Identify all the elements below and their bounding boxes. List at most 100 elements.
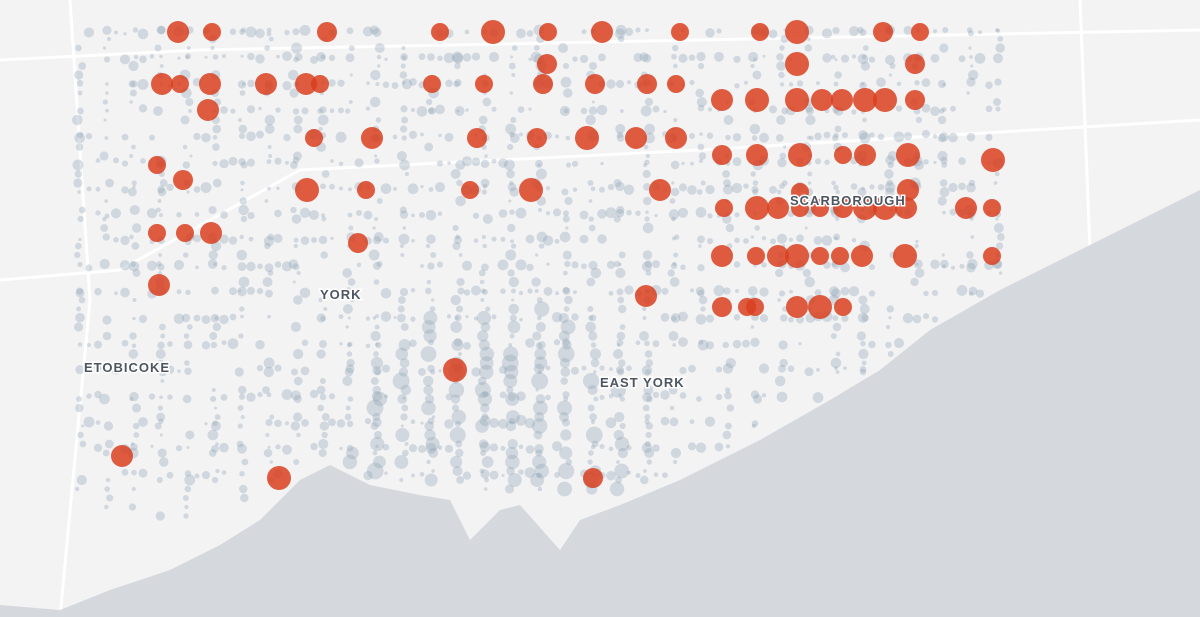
dot: [74, 132, 85, 144]
dot: [292, 108, 300, 115]
dot: [320, 183, 326, 190]
dot: [835, 189, 840, 195]
dot: [266, 159, 272, 165]
dot: [508, 343, 513, 347]
dot: [398, 339, 411, 351]
dot: [484, 477, 489, 483]
dot: [535, 321, 546, 333]
dot: [290, 390, 302, 401]
dot: [370, 436, 385, 452]
dot: [552, 208, 562, 217]
dot: [300, 236, 310, 245]
dot: [320, 54, 326, 60]
dot: [590, 419, 596, 425]
dot: [859, 365, 867, 373]
dot: [214, 414, 221, 420]
dot: [933, 160, 937, 165]
dot: [129, 332, 137, 340]
highlight-dot: [751, 23, 769, 41]
highlight-dot: [905, 54, 925, 74]
highlight-dot: [791, 183, 809, 201]
dot: [293, 412, 303, 422]
dot: [227, 338, 239, 350]
dot: [140, 158, 146, 164]
dot: [532, 454, 547, 470]
dot: [112, 157, 120, 164]
dot: [345, 405, 351, 411]
highlight-dot: [746, 144, 768, 166]
dot: [887, 351, 894, 357]
dot: [291, 214, 302, 224]
dot: [645, 369, 651, 375]
dot: [374, 431, 383, 439]
dot: [833, 81, 839, 87]
highlight-dot: [897, 179, 919, 201]
dot: [131, 469, 137, 476]
dot: [615, 79, 625, 89]
dot: [671, 181, 675, 185]
dot: [652, 444, 660, 452]
dot: [264, 199, 269, 203]
dot: [751, 423, 756, 429]
dot: [689, 288, 695, 293]
dot: [804, 226, 808, 230]
dot: [239, 484, 248, 494]
highlight-dot: [833, 198, 853, 218]
dot: [473, 316, 479, 321]
dot: [186, 190, 190, 194]
dot: [614, 411, 625, 423]
dot: [263, 236, 275, 247]
dot: [645, 431, 652, 439]
dot: [246, 392, 256, 402]
dot: [884, 169, 894, 179]
dot: [689, 79, 695, 86]
dot: [588, 224, 596, 232]
dot: [822, 53, 832, 63]
dot: [491, 158, 497, 164]
dot: [408, 444, 418, 453]
dot: [734, 237, 740, 244]
dot: [455, 160, 466, 170]
dot: [435, 104, 445, 115]
dot: [481, 189, 487, 195]
dot: [255, 340, 265, 350]
dot: [427, 53, 435, 61]
dot: [159, 54, 163, 59]
dot: [609, 367, 613, 371]
dot: [476, 310, 492, 326]
dot: [613, 178, 622, 188]
dot: [131, 242, 140, 250]
dot: [228, 156, 238, 166]
dot: [207, 429, 219, 441]
dot: [282, 80, 292, 91]
place-label: SCARBOROUGH: [790, 193, 906, 208]
dot: [374, 158, 380, 164]
dot: [507, 269, 515, 277]
dot: [802, 268, 811, 278]
dot: [624, 285, 634, 295]
dot: [309, 210, 319, 220]
dot: [237, 80, 247, 89]
dot: [455, 195, 466, 207]
dot: [725, 357, 736, 369]
dot: [950, 265, 956, 270]
dot: [958, 182, 966, 191]
dot: [299, 207, 311, 218]
dot: [416, 106, 428, 117]
dot: [534, 301, 550, 317]
dot: [859, 368, 867, 376]
dot: [768, 29, 778, 39]
dot: [399, 243, 405, 249]
dot: [114, 30, 118, 35]
dot: [294, 53, 303, 61]
highlight-dot: [785, 20, 809, 44]
dot: [427, 364, 435, 373]
dot: [411, 473, 415, 478]
dot: [669, 405, 675, 411]
dot: [587, 404, 595, 412]
dot: [267, 270, 274, 276]
dot: [83, 416, 95, 428]
dot: [436, 160, 444, 167]
dot: [968, 46, 972, 50]
dot: [72, 114, 83, 126]
